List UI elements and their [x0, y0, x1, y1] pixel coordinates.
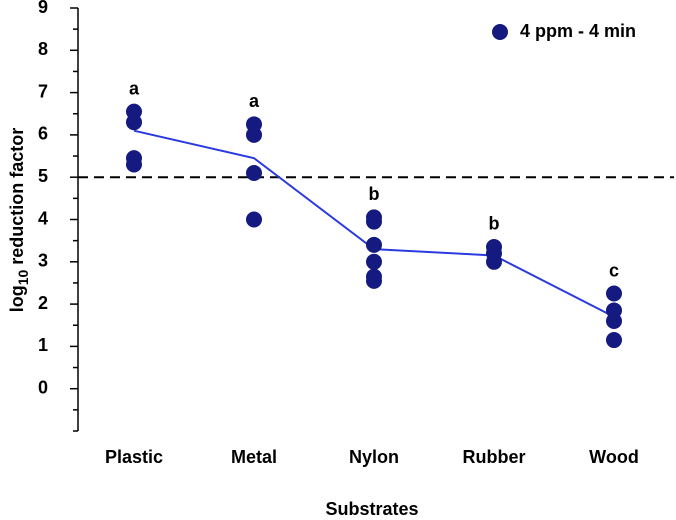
y-tick-label: 2	[38, 293, 48, 313]
annotation: b	[369, 184, 380, 204]
y-tick-label: 9	[38, 0, 48, 17]
x-tick-label: Metal	[231, 447, 277, 467]
annotation: c	[609, 260, 619, 280]
data-point	[366, 253, 382, 270]
y-tick-label: 4	[38, 208, 48, 228]
x-tick-label: Plastic	[105, 447, 163, 467]
y-tick-label: 1	[38, 335, 48, 355]
data-point	[606, 332, 622, 349]
data-point	[246, 164, 262, 181]
data-point	[126, 156, 142, 173]
data-point	[606, 285, 622, 302]
y-label-sub: 10	[15, 270, 31, 286]
legend-label: 4 ppm - 4 min	[520, 21, 636, 41]
data-point	[246, 211, 262, 228]
legend-marker	[492, 24, 508, 40]
y-label-part: log	[7, 285, 27, 312]
x-tick-label: Rubber	[463, 447, 526, 467]
annotation: a	[129, 78, 140, 98]
x-tick-label: Wood	[589, 447, 639, 467]
y-tick-label: 8	[38, 39, 48, 59]
x-axis-label: Substrates	[325, 499, 418, 519]
data-point	[246, 126, 262, 143]
y-tick-label: 3	[38, 251, 48, 271]
data-point	[486, 253, 502, 270]
data-point	[606, 313, 622, 330]
data-point	[366, 236, 382, 253]
y-tick-label: 5	[38, 166, 48, 186]
data-point	[366, 272, 382, 289]
y-label-part: reduction factor	[7, 128, 27, 270]
y-tick-label: 7	[38, 81, 48, 101]
x-tick-label: Nylon	[349, 447, 399, 467]
y-axis-label: log10 reduction factor	[7, 128, 31, 313]
y-tick-label: 0	[38, 377, 48, 397]
annotation: b	[489, 214, 500, 234]
data-point	[366, 213, 382, 230]
annotation: a	[249, 91, 260, 111]
data-point	[126, 114, 142, 131]
y-tick-label: 6	[38, 124, 48, 144]
